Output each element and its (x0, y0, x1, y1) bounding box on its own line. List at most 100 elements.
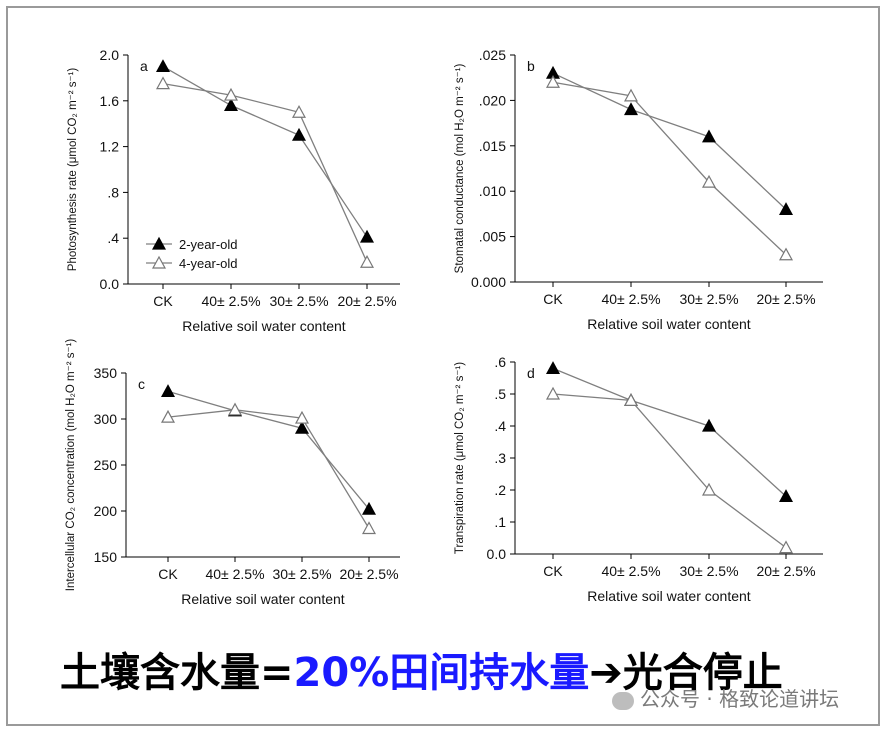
watermark: 公众号 · 格致论道讲坛 (612, 683, 839, 712)
x-tick-label: 20± 2.5% (339, 566, 398, 582)
wechat-logo-icon (612, 691, 634, 710)
y-tick-label: 150 (94, 549, 118, 565)
data-point (778, 540, 794, 554)
x-tick-label: 40± 2.5% (205, 566, 264, 582)
data-point (294, 410, 310, 424)
x-tick-label: 30± 2.5% (679, 563, 738, 579)
y-tick-label: .005 (479, 229, 506, 245)
data-point (155, 59, 171, 73)
y-tick-label: 350 (94, 365, 118, 381)
y-tick-label: 300 (94, 411, 118, 427)
panel-b: 0.000 .005 .010 .015 .020 .025 CK 40± 2.5% 30± 2… (454, 47, 823, 332)
panel-letter: c (138, 376, 145, 392)
data-point (223, 98, 239, 111)
series-line (167, 390, 370, 510)
data-point (294, 420, 310, 434)
data-point (545, 74, 561, 88)
y-tick-label: .2 (494, 482, 506, 498)
data-point (623, 102, 639, 116)
y-tick-label: .8 (107, 184, 119, 200)
y-tick-label: 0.0 (100, 276, 120, 292)
y-tick-label: .015 (479, 138, 506, 154)
panel-a: 0.0 .4 .8 1.2 1.6 2.0 CK 40± 2.5% 30± 2.5% 20± 2.… (67, 47, 400, 334)
x-tick-label: CK (543, 291, 563, 307)
data-point (361, 501, 377, 515)
caption-part1: 土壤含水量= (60, 650, 294, 696)
series-line (552, 72, 787, 210)
data-point (701, 129, 717, 143)
data-point (778, 247, 794, 261)
y-tick-label: 1.6 (100, 93, 120, 109)
data-point (701, 482, 717, 496)
panel-d: 0.0 .1 .2 .3 .4 .5 .6 CK 40± 2.5% 30± 2.5% 20± 2.5… (454, 354, 823, 604)
y-tick-label: .5 (494, 386, 506, 402)
y-tick-label: .025 (479, 47, 506, 63)
panel-letter: b (527, 58, 535, 74)
y-tick-label: 1.2 (100, 139, 120, 155)
data-point (545, 386, 561, 400)
data-point (359, 254, 375, 268)
legend-label: 2-year-old (179, 237, 238, 252)
y-tick-label: .3 (494, 450, 506, 466)
x-tick-label: 20± 2.5% (337, 293, 396, 309)
y-tick-label: 0.0 (487, 546, 507, 562)
x-tick-label: CK (153, 293, 173, 309)
data-point (160, 384, 176, 397)
y-axis-label: Transpiration rate (μmol CO₂ m⁻² s⁻¹) (454, 362, 466, 554)
y-axis-label: Intercellular CO₂ concentration (mol H₂O… (65, 339, 77, 592)
y-tick-label: 0.000 (471, 274, 506, 290)
panel-letter: a (140, 58, 148, 74)
data-point (778, 202, 794, 215)
series-line (162, 82, 368, 263)
panel-c: 150 200 250 300 350 CK 40± 2.5% 30± 2.5% 20± 2.5… (65, 339, 400, 607)
data-point (545, 361, 561, 374)
data-point (359, 229, 375, 243)
series-line (162, 65, 368, 238)
x-axis-label: Relative soil water content (181, 591, 345, 607)
data-point (291, 127, 307, 141)
y-tick-label: .4 (107, 230, 119, 246)
legend-label: 4-year-old (179, 256, 238, 271)
x-tick-label: 20± 2.5% (756, 563, 815, 579)
data-point (160, 409, 176, 423)
panel-letter: d (527, 365, 535, 381)
x-tick-label: CK (543, 563, 563, 579)
x-tick-label: CK (158, 566, 178, 582)
x-tick-label: 30± 2.5% (269, 293, 328, 309)
series-line (552, 81, 787, 256)
y-tick-label: .1 (494, 514, 506, 530)
y-tick-label: 2.0 (100, 47, 120, 63)
legend-marker (151, 255, 167, 269)
x-tick-label: 40± 2.5% (601, 291, 660, 307)
y-tick-label: .010 (479, 183, 506, 199)
x-tick-label: 40± 2.5% (601, 563, 660, 579)
x-tick-label: 40± 2.5% (201, 293, 260, 309)
y-tick-label: .4 (494, 418, 506, 434)
data-point (223, 87, 239, 101)
caption-part3: ➔光合停止 (589, 650, 783, 696)
data-point (155, 76, 171, 90)
x-tick-label: 30± 2.5% (272, 566, 331, 582)
y-axis-label: Photosynthesis rate (μmol CO₂ m⁻² s⁻¹) (67, 68, 79, 272)
caption-part2: 20%田间持水量 (293, 650, 590, 696)
figure-frame (6, 6, 880, 726)
legend-marker (151, 236, 167, 250)
data-point (701, 418, 717, 432)
watermark-text: 公众号 · 格致论道讲坛 (640, 687, 840, 711)
data-point (701, 174, 717, 188)
data-point (361, 521, 377, 535)
data-point (778, 489, 794, 502)
y-tick-label: 250 (94, 457, 118, 473)
data-point (623, 393, 639, 406)
x-axis-label: Relative soil water content (182, 318, 346, 334)
series-line (167, 409, 370, 529)
data-point (291, 104, 307, 118)
series-line (552, 393, 787, 549)
caption: 土壤含水量=20%田间持水量➔光合停止 (60, 640, 783, 698)
x-axis-label: Relative soil water content (587, 588, 751, 604)
x-tick-label: 30± 2.5% (679, 291, 738, 307)
data-point (227, 402, 243, 416)
y-axis-label: Stomatal conductance (mol H₂O m⁻² s⁻¹) (454, 64, 466, 274)
y-tick-label: .020 (479, 92, 506, 108)
